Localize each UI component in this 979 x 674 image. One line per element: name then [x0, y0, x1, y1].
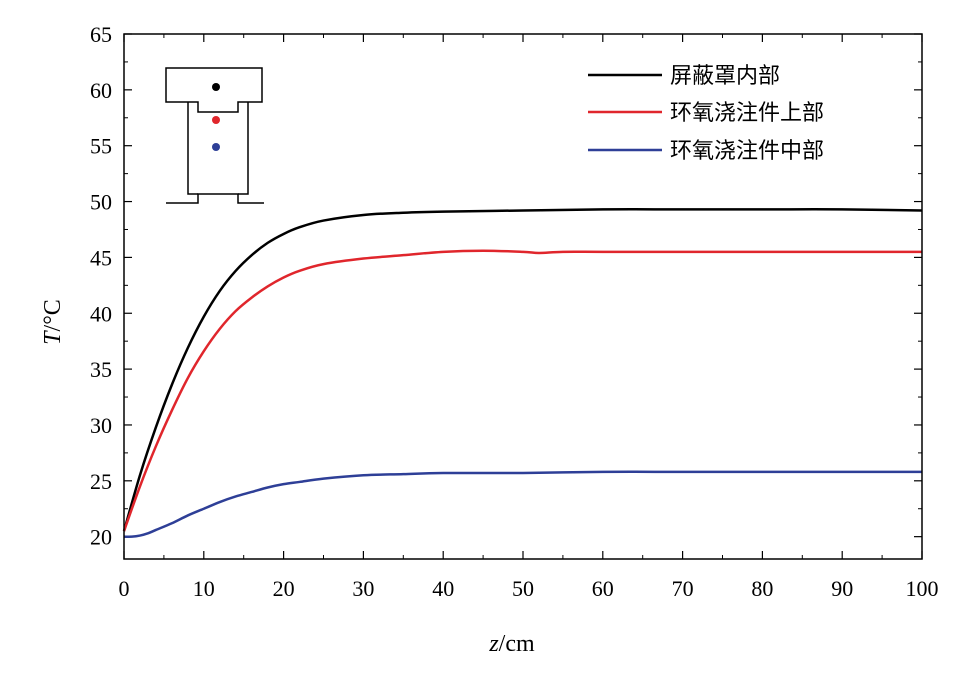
series-line-shield — [122, 208, 923, 532]
x-tick-label: 60 — [592, 576, 614, 601]
x-tick-label: 0 — [119, 576, 130, 601]
series-line-upper — [122, 249, 922, 532]
inset-body-left — [187, 102, 198, 195]
y-axis-var: T — [40, 330, 66, 345]
x-tick-label: 10 — [193, 576, 215, 601]
y-tick-label: 35 — [90, 357, 112, 382]
legend-label-middle: 环氧浇注件中部 — [670, 139, 824, 164]
inset-point-upper — [212, 116, 220, 124]
inset-outline — [165, 67, 263, 113]
inset-base — [166, 193, 264, 204]
y-axis-unit: /°C — [40, 299, 66, 331]
plot-frame — [123, 33, 923, 560]
x-axis-title: z/cm — [488, 631, 535, 657]
inset-point-shield — [212, 83, 220, 91]
x-tick-label: 30 — [352, 576, 374, 601]
y-axis-title: T/°C — [40, 299, 66, 345]
series-lines — [122, 208, 923, 538]
inset-schematic — [165, 67, 264, 204]
y-tick-label: 50 — [90, 190, 112, 215]
y-tick-label: 20 — [90, 525, 112, 550]
x-tick-label: 50 — [512, 576, 534, 601]
x-tick-label: 100 — [906, 576, 939, 601]
series-line-middle — [123, 470, 922, 538]
x-axis-unit: /cm — [499, 631, 535, 657]
x-tick-label: 40 — [432, 576, 454, 601]
ticks-layer: 0 10 20 30 40 50 60 70 80 90 100 20 25 30 35 40 45 50 55 60… — [90, 22, 939, 601]
y-tick-label: 60 — [90, 78, 112, 103]
x-tick-label: 90 — [831, 576, 853, 601]
legend-label-shield: 屏蔽罩内部 — [670, 64, 780, 89]
legend-label-upper: 环氧浇注件上部 — [670, 101, 824, 126]
y-tick-label: 45 — [90, 245, 112, 270]
x-tick-label: 70 — [672, 576, 694, 601]
y-tick-label: 55 — [90, 134, 112, 159]
y-tick-label: 65 — [90, 22, 112, 47]
y-tick-label: 30 — [90, 413, 112, 438]
inset-body-right — [238, 102, 249, 195]
inset-point-middle — [212, 143, 220, 151]
y-tick-label: 25 — [90, 469, 112, 494]
legend: 屏蔽罩内部 环氧浇注件上部 环氧浇注件中部 — [588, 64, 824, 164]
x-tick-label: 80 — [751, 576, 773, 601]
y-tick-label: 40 — [90, 301, 112, 326]
x-axis-var: z — [488, 631, 499, 657]
x-tick-label: 20 — [273, 576, 295, 601]
